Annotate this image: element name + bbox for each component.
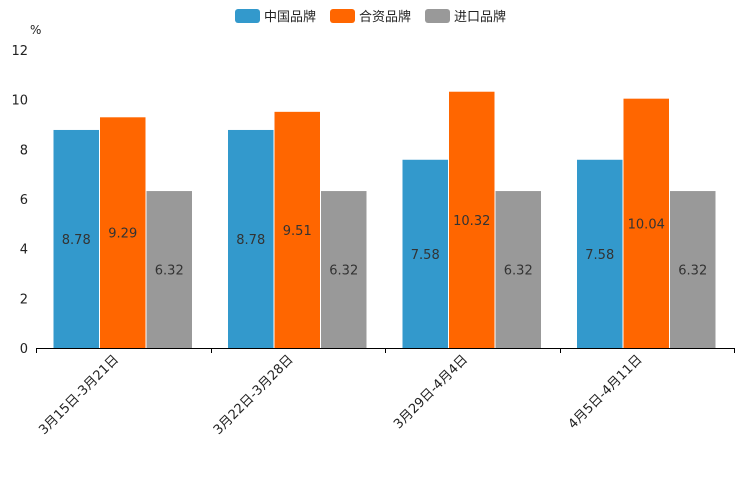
legend-label[interactable]: 进口品牌 — [454, 9, 506, 25]
y-tick-label: 0 — [20, 342, 28, 357]
legend-label[interactable]: 合资品牌 — [359, 9, 411, 25]
y-tick-label: 8 — [20, 143, 28, 158]
bar-value-label: 9.51 — [283, 224, 312, 239]
y-axis: 0 2 4 6 8 10 12 — [11, 44, 28, 357]
legend-swatch[interactable] — [235, 9, 260, 23]
bar[interactable] — [228, 129, 274, 348]
legend-swatch[interactable] — [330, 9, 355, 23]
x-tick-label: 4月5日-4月11日 — [566, 352, 646, 432]
y-tick-label: 2 — [20, 292, 28, 307]
legend: 中国品牌 合资品牌 进口品牌 — [235, 9, 506, 25]
bar-value-label: 8.78 — [236, 233, 265, 248]
bar-value-label: 6.32 — [678, 264, 707, 279]
bar[interactable] — [146, 191, 193, 348]
x-tick-label: 3月29日-4月4日 — [391, 352, 471, 432]
y-tick-label: 6 — [20, 193, 28, 208]
bar-value-label: 6.32 — [329, 264, 358, 279]
bar-value-label: 7.58 — [585, 248, 614, 263]
legend-label[interactable]: 中国品牌 — [264, 9, 316, 25]
bar-value-label: 10.04 — [628, 217, 665, 232]
bar-value-label: 7.58 — [411, 248, 440, 263]
bar-value-label: 9.29 — [108, 227, 137, 242]
bar[interactable] — [495, 191, 542, 348]
bar[interactable] — [577, 159, 623, 348]
bar[interactable] — [623, 98, 670, 348]
bar[interactable] — [321, 191, 367, 348]
bar-value-label: 6.32 — [504, 264, 533, 279]
bar-value-label: 8.78 — [62, 233, 91, 248]
y-tick-label: 12 — [11, 44, 28, 59]
bar[interactable] — [53, 129, 100, 348]
bars: 8.78 9.29 6.32 8.78 9.51 6.32 7.58 10.32 6.32 7.5… — [53, 91, 716, 349]
bar[interactable] — [100, 117, 146, 348]
bar-value-label: 10.32 — [453, 214, 490, 229]
bar[interactable] — [274, 111, 321, 349]
bar[interactable] — [402, 159, 449, 348]
x-tick-label: 3月15日-3月21日 — [36, 352, 122, 438]
y-tick-label: 4 — [20, 243, 28, 258]
bar[interactable] — [670, 191, 716, 348]
x-axis: 3月15日-3月21日 3月22日-3月28日 3月29日-4月4日 4月5日-4月1… — [36, 348, 735, 438]
x-tick-label: 3月22日-3月28日 — [211, 352, 297, 438]
bar[interactable] — [449, 91, 495, 348]
y-axis-unit-label: % — [30, 23, 41, 37]
legend-swatch[interactable] — [425, 9, 450, 23]
bar-value-label: 6.32 — [155, 264, 184, 279]
y-tick-label: 10 — [11, 94, 28, 109]
